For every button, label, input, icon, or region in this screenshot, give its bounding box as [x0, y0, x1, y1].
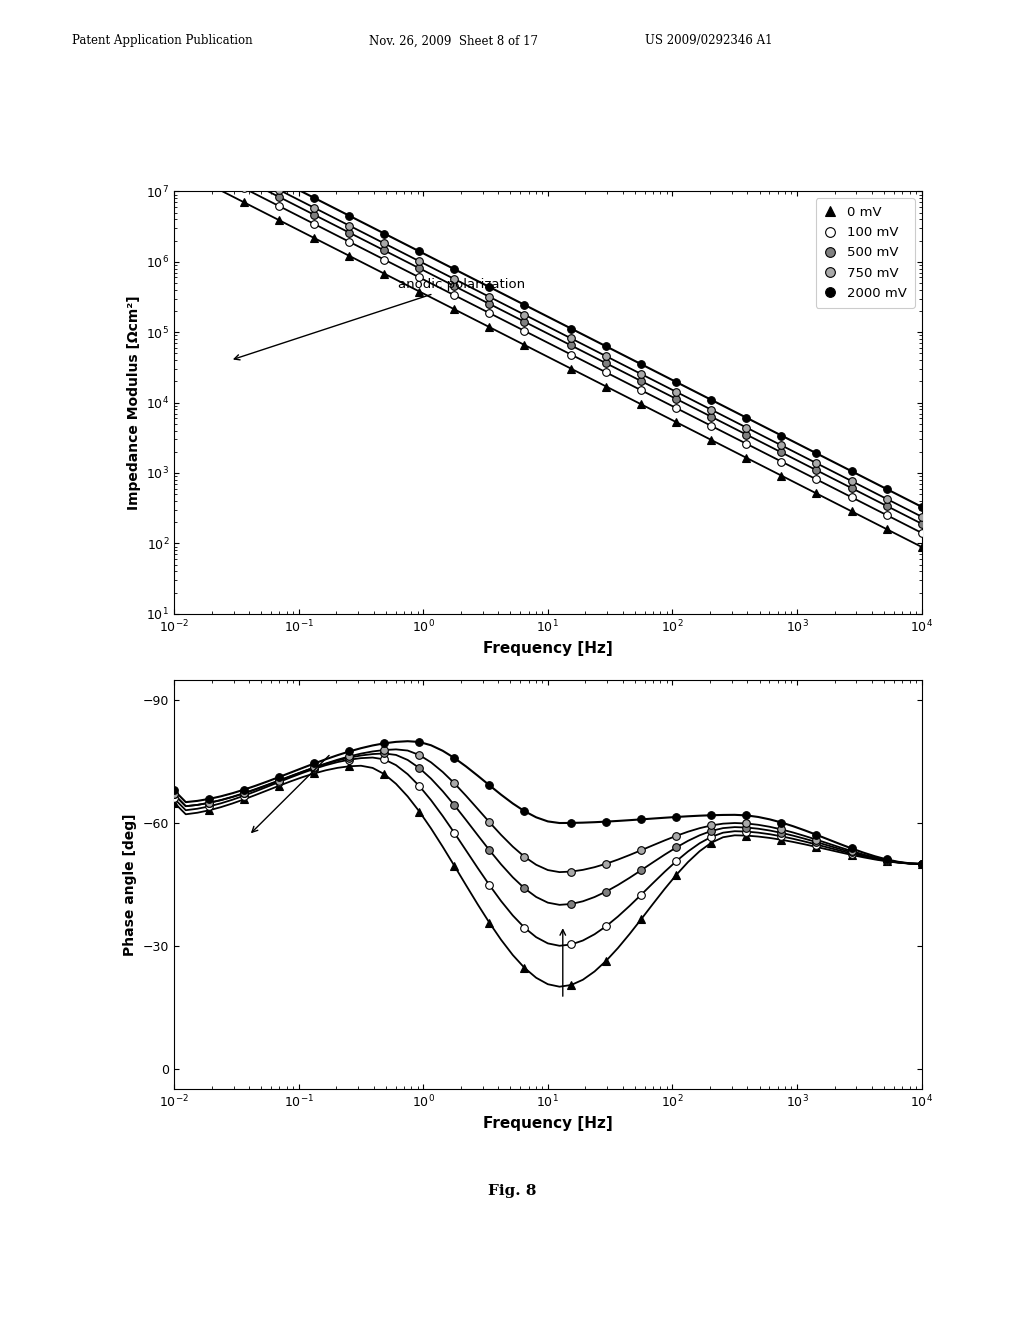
- Text: US 2009/0292346 A1: US 2009/0292346 A1: [645, 34, 773, 48]
- Text: anodic polarization: anodic polarization: [234, 277, 525, 360]
- Y-axis label: Impedance Modulus [Ωcm²]: Impedance Modulus [Ωcm²]: [127, 296, 140, 510]
- Text: Fig. 8: Fig. 8: [487, 1184, 537, 1197]
- Text: Nov. 26, 2009  Sheet 8 of 17: Nov. 26, 2009 Sheet 8 of 17: [369, 34, 538, 48]
- Legend: 0 mV, 100 mV, 500 mV, 750 mV, 2000 mV: 0 mV, 100 mV, 500 mV, 750 mV, 2000 mV: [815, 198, 915, 308]
- Text: Patent Application Publication: Patent Application Publication: [72, 34, 252, 48]
- X-axis label: Frequency [Hz]: Frequency [Hz]: [483, 640, 612, 656]
- Y-axis label: Phase angle [deg]: Phase angle [deg]: [123, 813, 137, 956]
- X-axis label: Frequency [Hz]: Frequency [Hz]: [483, 1115, 612, 1131]
